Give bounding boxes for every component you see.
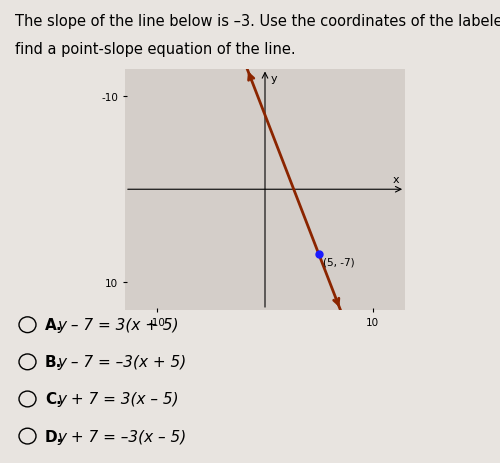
Text: x: x	[393, 174, 400, 184]
Text: C.: C.	[45, 392, 62, 407]
Text: y – 7 = –3(x + 5): y – 7 = –3(x + 5)	[58, 355, 187, 369]
Text: y + 7 = 3(x – 5): y + 7 = 3(x – 5)	[58, 392, 179, 407]
Text: D.: D.	[45, 429, 63, 444]
Text: B.: B.	[45, 355, 62, 369]
Text: (5, -7): (5, -7)	[323, 257, 355, 268]
Text: y – 7 = 3(x + 5): y – 7 = 3(x + 5)	[58, 318, 179, 332]
Text: y: y	[270, 74, 277, 84]
Text: A.: A.	[45, 318, 62, 332]
Text: y + 7 = –3(x – 5): y + 7 = –3(x – 5)	[58, 429, 187, 444]
Text: The slope of the line below is –3. Use the coordinates of the labeled point to: The slope of the line below is –3. Use t…	[15, 14, 500, 29]
Text: find a point-slope equation of the line.: find a point-slope equation of the line.	[15, 42, 296, 56]
